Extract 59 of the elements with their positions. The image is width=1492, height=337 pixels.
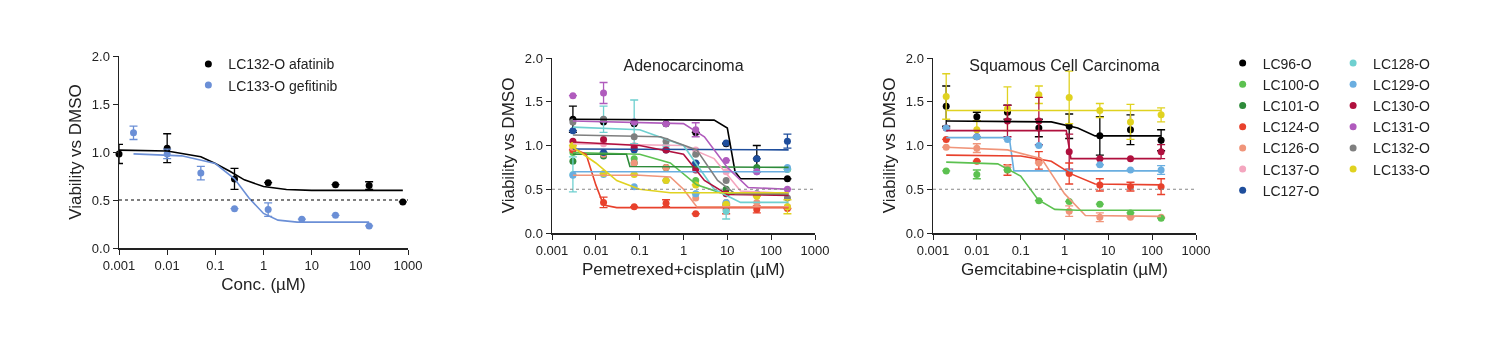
y-tick-label: 0.5 bbox=[905, 181, 924, 197]
x-tick-label: 1000 bbox=[800, 243, 830, 259]
y-tick-label: 0.5 bbox=[91, 192, 110, 208]
legend-label: LC137-O bbox=[1262, 161, 1320, 178]
x-tick-label: 10 bbox=[720, 243, 735, 259]
x-tick-label: 0.1 bbox=[206, 258, 225, 274]
x-tick-label: 0.01 bbox=[964, 243, 990, 259]
y-axis-title: Viability vs DMSO bbox=[65, 84, 85, 220]
x-axis-title: Conc. (µM) bbox=[221, 275, 306, 295]
y-axis-title: Viability vs DMSO bbox=[880, 77, 899, 214]
legend-label: LC126-O bbox=[1262, 140, 1320, 157]
x-tick-label: 0.001 bbox=[535, 243, 569, 259]
y-tick-label: 1.0 bbox=[91, 144, 110, 160]
x-tick-label: 0.01 bbox=[154, 258, 180, 274]
x-tick-label: 10 bbox=[1101, 243, 1116, 259]
y-tick-label: 0.5 bbox=[524, 181, 543, 197]
legend-label: LC124-O bbox=[1262, 119, 1320, 136]
x-tick-label: 10 bbox=[304, 258, 319, 274]
x-tick-label: 0.01 bbox=[583, 243, 609, 259]
y-tick-label: 1.5 bbox=[524, 94, 543, 110]
y-tick-label: 1.0 bbox=[524, 138, 543, 154]
legend-label: LC131-O bbox=[1373, 119, 1431, 136]
x-axis-title: Gemcitabine+cisplatin (µM) bbox=[961, 260, 1168, 280]
legend-label: LC101-O bbox=[1262, 97, 1320, 114]
legend-label: LC132-O bbox=[1373, 140, 1431, 157]
chart-title: Adenocarcinoma bbox=[623, 57, 744, 75]
legend-label: LC96-O bbox=[1262, 55, 1312, 72]
y-tick-label: 2.0 bbox=[91, 48, 110, 64]
legend-label: LC129-O bbox=[1373, 76, 1431, 93]
legend-label: LC133-O bbox=[1373, 161, 1431, 178]
y-tick-label: 2.0 bbox=[905, 50, 924, 66]
x-tick-label: 1 bbox=[259, 258, 268, 274]
legend-label: LC133-O gefitinib bbox=[228, 77, 338, 94]
x-axis-title: Pemetrexed+cisplatin (µM) bbox=[581, 260, 786, 280]
y-tick-label: 1.0 bbox=[905, 138, 924, 154]
legend-label: LC128-O bbox=[1373, 55, 1431, 72]
x-tick-label: 0.1 bbox=[1011, 243, 1030, 259]
legend-label: LC127-O bbox=[1262, 182, 1320, 199]
x-tick-label: 0.001 bbox=[102, 258, 136, 274]
y-tick-label: 0.0 bbox=[524, 225, 543, 241]
legend-label: LC130-O bbox=[1373, 97, 1431, 114]
x-tick-label: 1 bbox=[1060, 243, 1069, 259]
y-axis-title: Viability vs DMSO bbox=[498, 77, 518, 214]
x-tick-label: 0.1 bbox=[630, 243, 649, 259]
x-tick-label: 1000 bbox=[1181, 243, 1211, 259]
chart-title: Squamous Cell Carcinoma bbox=[969, 57, 1160, 75]
x-tick-label: 100 bbox=[760, 243, 783, 259]
y-tick-label: 2.0 bbox=[524, 50, 543, 66]
y-tick-label: 1.5 bbox=[905, 94, 924, 110]
y-tick-label: 0.0 bbox=[91, 240, 110, 256]
legend-label: LC132-O afatinib bbox=[228, 56, 335, 73]
x-tick-label: 100 bbox=[1141, 243, 1164, 259]
legend-label: LC100-O bbox=[1262, 76, 1320, 93]
x-tick-label: 1 bbox=[679, 243, 688, 259]
x-tick-label: 1000 bbox=[393, 258, 423, 274]
x-tick-label: 100 bbox=[348, 258, 371, 274]
y-tick-label: 0.0 bbox=[905, 225, 924, 241]
y-tick-label: 1.5 bbox=[91, 96, 110, 112]
x-tick-label: 0.001 bbox=[916, 243, 950, 259]
